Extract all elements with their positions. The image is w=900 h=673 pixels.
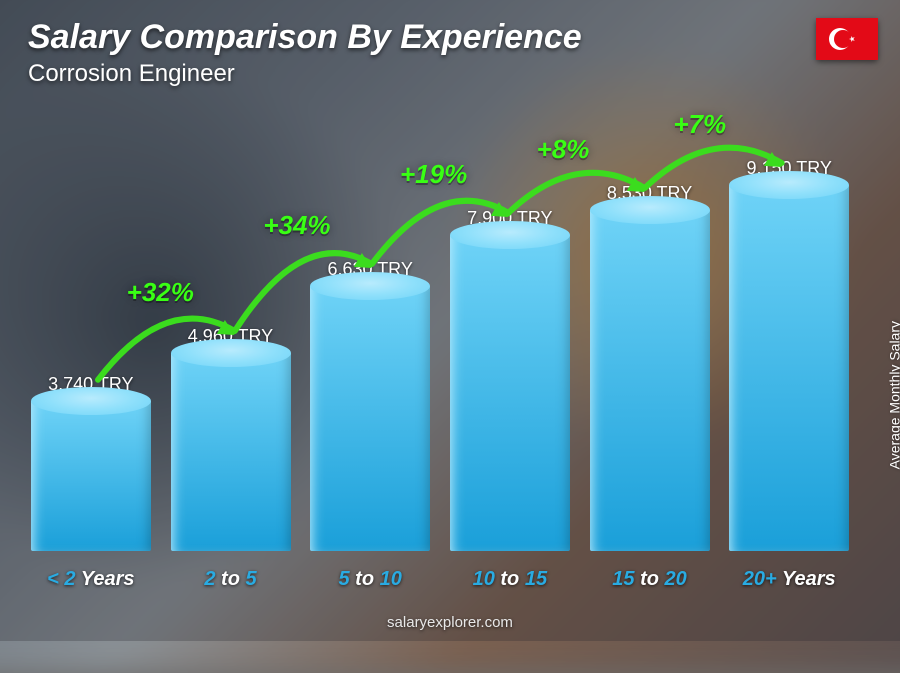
bar-shape <box>450 235 570 551</box>
pct-label-2: +34% <box>263 210 330 241</box>
chart-subtitle: Corrosion Engineer <box>28 60 235 88</box>
bar-shape <box>31 401 151 551</box>
bar-0: 3,740 TRY <box>30 374 152 551</box>
bar-shape <box>590 210 710 551</box>
bar-2: 6,630 TRY <box>309 259 431 551</box>
bar-chart: 3,740 TRY 4,960 TRY 6,630 TRY 7,900 TRY … <box>30 111 850 591</box>
bar-4: 8,530 TRY <box>589 183 711 551</box>
bar-shape <box>310 286 430 551</box>
x-label-2: 5 to 10 <box>309 568 431 591</box>
chart-title: Salary Comparison By Experience <box>28 18 582 57</box>
x-label-4: 15 to 20 <box>589 568 711 591</box>
x-label-1: 2 to 5 <box>170 568 292 591</box>
pct-label-3: +19% <box>400 159 467 190</box>
pct-label-5: +7% <box>673 109 726 140</box>
y-axis-label: Average Monthly Salary <box>886 321 900 469</box>
bar-5: 9,150 TRY <box>728 158 850 551</box>
bar-shape <box>729 185 849 551</box>
x-label-0: < 2 Years <box>30 568 152 591</box>
x-label-3: 10 to 15 <box>449 568 571 591</box>
x-label-5: 20+ Years <box>728 568 850 591</box>
bar-1: 4,960 TRY <box>170 326 292 551</box>
bar-shape <box>171 353 291 551</box>
country-flag-turkey <box>816 18 878 60</box>
footer-credit: salaryexplorer.com <box>0 614 900 631</box>
pct-label-1: +32% <box>127 277 194 308</box>
pct-label-4: +8% <box>537 134 590 165</box>
bar-3: 7,900 TRY <box>449 208 571 551</box>
x-axis: < 2 Years 2 to 5 5 to 10 10 to 15 15 to 20 20… <box>30 568 850 591</box>
